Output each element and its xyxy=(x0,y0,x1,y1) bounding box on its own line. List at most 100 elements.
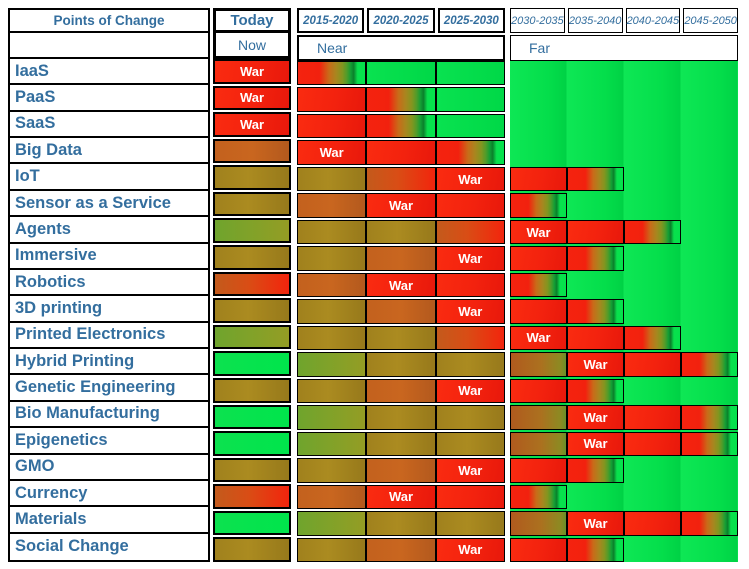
timeline-cell-orangeolive xyxy=(510,405,567,429)
near-row: War xyxy=(297,246,505,270)
timeline-cell-green xyxy=(567,485,624,509)
timeline-cell-red xyxy=(624,432,681,456)
timeline-cell-olive xyxy=(213,537,291,562)
war-label: War xyxy=(526,225,550,240)
near-row xyxy=(297,326,505,350)
far-row: War xyxy=(510,432,738,456)
timeline-cell-green xyxy=(624,61,681,85)
near-row xyxy=(297,405,505,429)
timeline-cell-orange xyxy=(297,193,366,217)
timeline-cell-orange xyxy=(366,246,435,270)
timeline-cell-green xyxy=(681,379,738,403)
timeline-cell-red xyxy=(297,114,366,138)
war-label: War xyxy=(583,516,607,531)
far-row xyxy=(510,299,738,323)
timeline-cell-red xyxy=(510,538,567,562)
row-label: Printed Electronics xyxy=(10,323,208,349)
row-label: Robotics xyxy=(10,270,208,296)
timeline-cell-olive xyxy=(366,352,435,376)
war-cell: War xyxy=(297,140,366,164)
timeline-cell-r2g xyxy=(567,379,624,403)
timeline-cell-olive xyxy=(213,192,291,217)
war-cell: War xyxy=(366,273,435,297)
timeline-cell-olive xyxy=(366,511,435,535)
war-label: War xyxy=(458,542,482,557)
timeline-cell-green xyxy=(436,114,505,138)
war-cell: War xyxy=(213,86,291,111)
timeline-cell-green xyxy=(624,114,681,138)
row-label: Currency xyxy=(10,481,208,507)
far-body: War War War War War War xyxy=(510,61,738,562)
near-subheader: Near xyxy=(297,35,505,61)
timeline-cell-r2g xyxy=(436,140,505,164)
war-label: War xyxy=(526,330,550,345)
war-label: War xyxy=(389,198,413,213)
timeline-cell-olive xyxy=(213,245,291,270)
timeline-cell-green xyxy=(510,87,567,111)
timeline-cell-orangered xyxy=(436,326,505,350)
timeline-cell-green xyxy=(624,167,681,191)
timeline-cell-brightgreen xyxy=(213,405,291,430)
points-of-change-table: Points of Change IaaSPaaSSaaSBig DataIoT… xyxy=(0,0,749,569)
timeline-cell-r2g xyxy=(366,114,435,138)
timeline-cell-green xyxy=(681,273,738,297)
war-label: War xyxy=(458,172,482,187)
row-label: PaaS xyxy=(10,85,208,111)
near-row xyxy=(297,87,505,111)
far-row: War xyxy=(510,220,738,244)
near-row: War xyxy=(297,140,505,164)
timeline-cell-red xyxy=(567,220,624,244)
timeline-cell-red xyxy=(366,140,435,164)
timeline-cell-green xyxy=(567,87,624,111)
timeline-cell-green xyxy=(436,61,505,85)
timeline-cell-green xyxy=(567,61,624,85)
timeline-cell-red xyxy=(624,405,681,429)
timeline-cell-greenolive xyxy=(297,432,366,456)
row-label: SaaS xyxy=(10,112,208,138)
period-header: 2040-2045 xyxy=(626,8,681,33)
timeline-cell-orange xyxy=(366,538,435,562)
war-cell: War xyxy=(436,379,505,403)
war-label: War xyxy=(583,410,607,425)
near-row: War xyxy=(297,538,505,562)
timeline-cell-olive xyxy=(297,246,366,270)
timeline-cell-r2g xyxy=(510,485,567,509)
war-cell: War xyxy=(510,220,567,244)
timeline-cell-greenolive xyxy=(297,511,366,535)
timeline-cell-green xyxy=(681,193,738,217)
war-cell: War xyxy=(436,299,505,323)
timeline-cell-green xyxy=(510,61,567,85)
timeline-cell-olive xyxy=(436,432,505,456)
timeline-cell-olive xyxy=(366,220,435,244)
period-header: 2025-2030 xyxy=(438,8,505,33)
today-header: Today xyxy=(213,8,291,33)
far-group: 2030-20352035-20402040-20452045-2050 Far… xyxy=(510,8,738,562)
timeline-cell-green xyxy=(681,167,738,191)
war-cell: War xyxy=(366,485,435,509)
timeline-cell-r2g xyxy=(567,246,624,270)
timeline-cell-green xyxy=(624,538,681,562)
war-label: War xyxy=(240,117,264,132)
far-row: War xyxy=(510,405,738,429)
far-row: War xyxy=(510,511,738,535)
row-label: Materials xyxy=(10,507,208,533)
timeline-cell-r2g xyxy=(567,458,624,482)
far-row xyxy=(510,485,738,509)
timeline-cell-orangeolive xyxy=(510,432,567,456)
timeline-cell-green xyxy=(681,458,738,482)
period-header: 2020-2025 xyxy=(367,8,434,33)
near-row: War xyxy=(297,273,505,297)
timeline-cell-olive xyxy=(297,220,366,244)
far-row xyxy=(510,87,738,111)
timeline-cell-orangered xyxy=(436,220,505,244)
row-label: IoT xyxy=(10,164,208,190)
timeline-cell-r2g xyxy=(624,220,681,244)
timeline-cell-green xyxy=(681,246,738,270)
timeline-cell-red xyxy=(510,458,567,482)
timeline-cell-orange xyxy=(366,458,435,482)
war-cell: War xyxy=(567,352,624,376)
timeline-cell-orange xyxy=(213,139,291,164)
timeline-cell-orange xyxy=(297,485,366,509)
row-label: Epigenetics xyxy=(10,428,208,454)
timeline-cell-r2g xyxy=(567,538,624,562)
